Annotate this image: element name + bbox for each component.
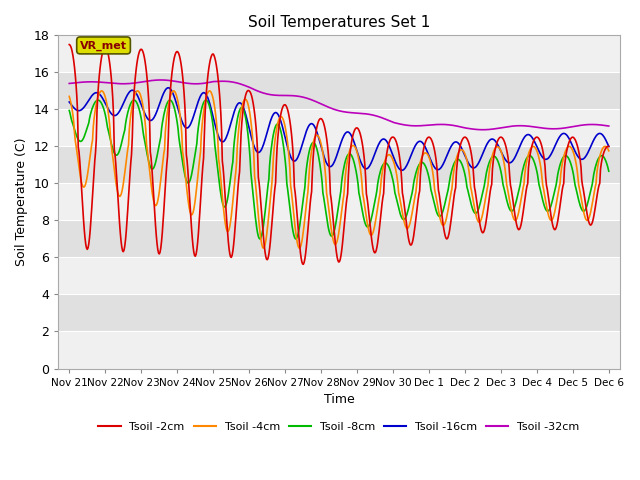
X-axis label: Time: Time bbox=[324, 393, 355, 406]
Text: VR_met: VR_met bbox=[80, 40, 127, 50]
Bar bbox=[58, 257, 620, 294]
Bar bbox=[58, 146, 620, 183]
Legend: Tsoil -2cm, Tsoil -4cm, Tsoil -8cm, Tsoil -16cm, Tsoil -32cm: Tsoil -2cm, Tsoil -4cm, Tsoil -8cm, Tsoi… bbox=[94, 418, 584, 436]
Title: Soil Temperatures Set 1: Soil Temperatures Set 1 bbox=[248, 15, 430, 30]
Bar bbox=[58, 294, 620, 332]
Bar bbox=[58, 72, 620, 109]
Bar bbox=[58, 109, 620, 146]
Bar bbox=[58, 183, 620, 220]
Bar bbox=[58, 332, 620, 369]
Bar bbox=[58, 220, 620, 257]
Y-axis label: Soil Temperature (C): Soil Temperature (C) bbox=[15, 138, 28, 266]
Bar bbox=[58, 36, 620, 72]
